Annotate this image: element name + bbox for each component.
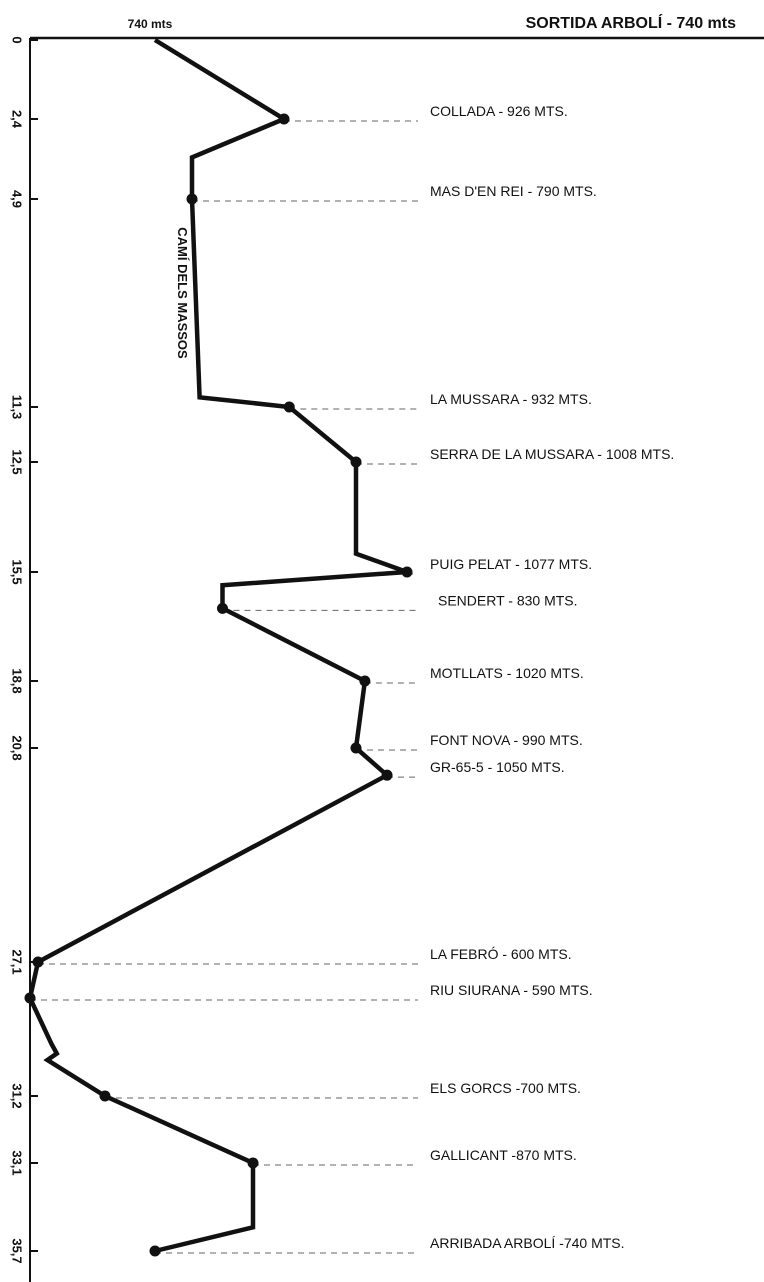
km-tick-label: 20,8 (10, 735, 25, 760)
waypoint-marker (381, 769, 393, 781)
km-tick-label: 12,5 (10, 449, 25, 474)
waypoint-marker (24, 992, 36, 1004)
waypoint-marker (278, 113, 290, 125)
km-tick-label: 31,2 (10, 1083, 25, 1108)
waypoint-marker (149, 1245, 161, 1257)
km-tick-label: 11,3 (10, 395, 25, 420)
waypoint-label: ARRIBADA ARBOLÍ -740 MTS. (430, 1235, 625, 1251)
start-altitude-label: 740 mts (128, 17, 173, 31)
km-tick-label: 15,5 (10, 559, 25, 584)
waypoint-label: SERRA DE LA MUSSARA - 1008 MTS. (430, 446, 674, 462)
km-tick-label: 2,4 (10, 110, 25, 129)
waypoint-marker (99, 1090, 111, 1102)
km-tick-label: 0 (10, 36, 25, 43)
waypoint-marker (186, 193, 198, 205)
waypoint-marker (350, 456, 362, 468)
waypoint-marker (283, 401, 295, 413)
waypoint-marker (350, 742, 362, 754)
waypoint-label: SENDERT - 830 MTS. (438, 592, 578, 608)
waypoint-marker (217, 602, 228, 614)
elevation-profile-line (27, 38, 408, 1254)
waypoint-markers (24, 113, 413, 1257)
waypoint-label: ELS GORCS -700 MTS. (430, 1080, 581, 1096)
chart-title: SORTIDA ARBOLÍ - 740 mts (526, 13, 737, 32)
waypoint-marker (32, 956, 44, 968)
waypoint-label: GALLICANT -870 MTS. (430, 1147, 577, 1163)
waypoint-label: MAS D'EN REI - 790 MTS. (430, 183, 597, 199)
waypoint-label: MOTLLATS - 1020 MTS. (430, 665, 584, 681)
waypoint-label: GR-65-5 - 1050 MTS. (430, 759, 565, 775)
waypoint-label: COLLADA - 926 MTS. (430, 103, 568, 119)
waypoint-marker (401, 566, 413, 578)
km-tick-label: 35,7 (10, 1238, 25, 1263)
km-axis-ticks: 0 2,4 4,9 11,3 12,5 15,5 18,8 20,8 27,1 31,2 33,1 3… (10, 36, 38, 1264)
waypoint-label: FONT NOVA - 990 MTS. (430, 732, 583, 748)
waypoint-marker (247, 1157, 259, 1169)
waypoint-label: PUIG PELAT - 1077 MTS. (430, 556, 592, 572)
route-annotation: CAMÍ DELS MASSOS (175, 227, 190, 359)
waypoint-labels: COLLADA - 926 MTS. MAS D'EN REI - 790 MTS… (430, 103, 674, 1251)
km-tick-label: 27,1 (10, 949, 25, 974)
km-tick-label: 18,8 (10, 668, 25, 693)
waypoint-label: LA FEBRÓ - 600 MTS. (430, 946, 572, 962)
waypoint-marker (359, 675, 371, 687)
waypoint-label: LA MUSSARA - 932 MTS. (430, 391, 592, 407)
km-tick-label: 33,1 (10, 1150, 25, 1175)
waypoint-leaders (30, 120, 418, 1254)
waypoint-label: RIU SIURANA - 590 MTS. (430, 982, 593, 998)
km-tick-label: 4,9 (10, 190, 25, 208)
